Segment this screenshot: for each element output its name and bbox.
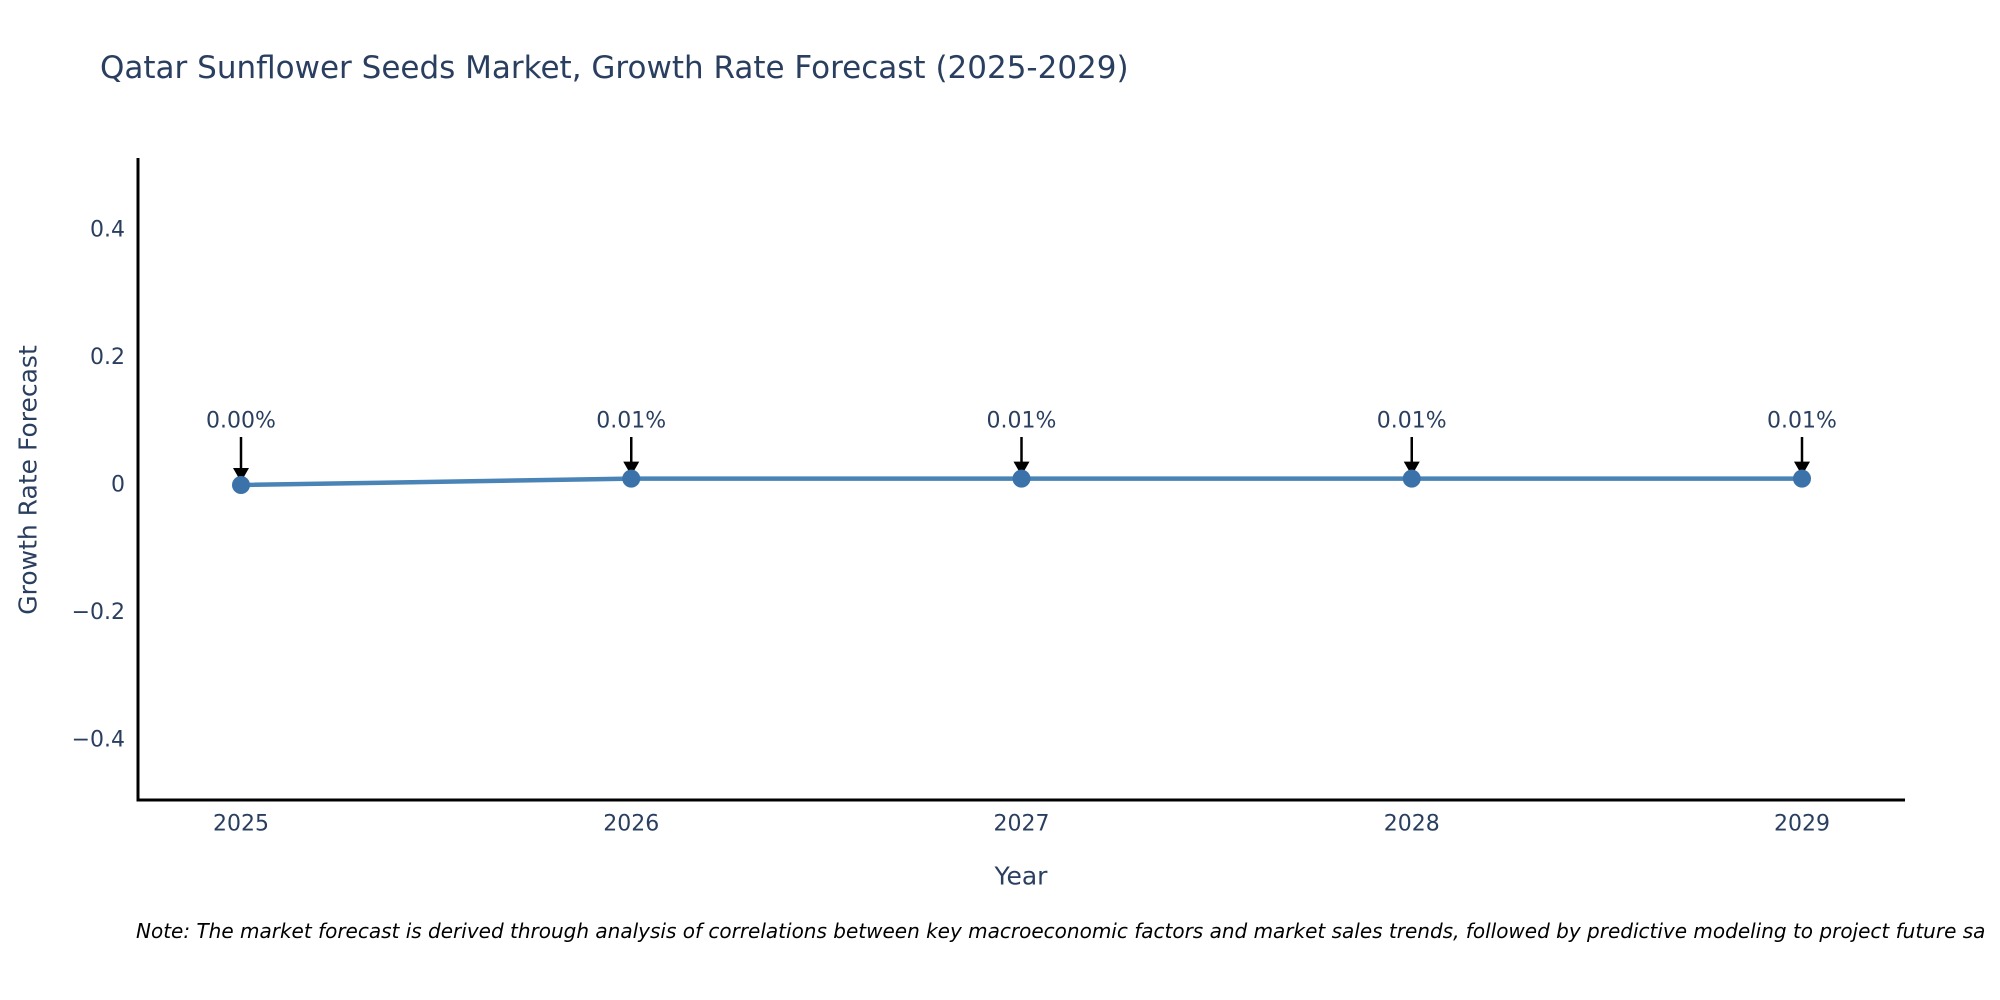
data-point-marker <box>622 469 641 488</box>
x-tick-label: 2025 <box>213 812 269 837</box>
point-annotation: 0.01% <box>1767 409 1837 434</box>
chart-title: Qatar Sunflower Seeds Market, Growth Rat… <box>100 50 1129 86</box>
y-tick-label: −0.2 <box>72 600 125 625</box>
x-axis-title: Year <box>994 862 1049 891</box>
footnote: Note: The market forecast is derived thr… <box>136 919 1985 943</box>
x-tick-label: 2027 <box>994 812 1050 837</box>
annotation-arrow-head <box>1794 461 1810 476</box>
y-axis-title: Growth Rate Forecast <box>14 345 43 615</box>
point-annotation: 0.00% <box>206 409 276 434</box>
y-tick-label: 0 <box>111 473 125 498</box>
y-tick-label: 0.4 <box>90 218 125 243</box>
x-tick-label: 2029 <box>1774 812 1830 837</box>
data-point-marker <box>232 476 250 494</box>
x-tick-label: 2028 <box>1384 812 1440 837</box>
y-tick-label: 0.2 <box>90 345 125 370</box>
point-annotation: 0.01% <box>1377 409 1447 434</box>
point-annotation: 0.01% <box>987 409 1057 434</box>
data-point-marker <box>1402 469 1421 488</box>
annotation-arrow-head <box>623 461 640 476</box>
x-tick-label: 2026 <box>603 812 659 837</box>
data-point-marker <box>1012 469 1031 488</box>
series-layer <box>232 437 1811 494</box>
point-annotation: 0.01% <box>596 409 666 434</box>
annotation-arrow-head <box>1403 461 1420 476</box>
data-point-marker <box>1793 469 1811 488</box>
annotation-arrow-head <box>233 468 249 482</box>
y-tick-label: −0.4 <box>72 728 125 753</box>
annotation-arrow-head <box>1013 461 1030 476</box>
